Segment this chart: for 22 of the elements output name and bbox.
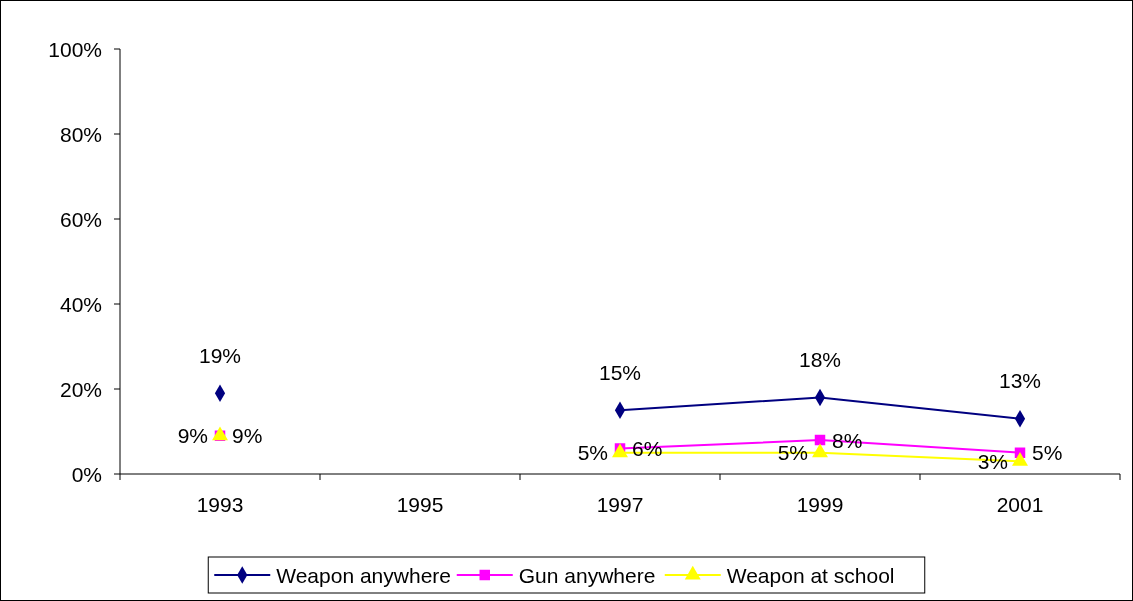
data-label: 5% [1032,441,1063,465]
y-tick-label: 40% [59,292,102,316]
legend-label: Weapon anywhere [276,563,451,587]
legend-label: Weapon at school [726,563,895,587]
data-label: 15% [598,360,642,384]
y-tick-label: 60% [59,207,102,231]
x-tick-label: 1997 [596,493,644,516]
y-tick-label: 0% [71,462,102,486]
data-label: 9% [177,424,208,448]
data-label: 18% [798,348,842,371]
x-tick-label: 2001 [996,493,1044,516]
x-tick-label: 1993 [196,493,244,516]
legend-label: Gun anywhere [518,563,656,587]
data-label: 13% [998,369,1042,393]
data-label: 19% [198,343,242,367]
y-tick-label: 100% [48,37,102,61]
x-tick-label: 1995 [396,493,444,516]
x-tick-label: 1999 [796,493,844,516]
y-tick-label: 20% [59,377,102,401]
data-label: 9% [232,424,263,448]
y-tick-label: 80% [59,122,102,146]
data-label: 5% [577,441,608,465]
